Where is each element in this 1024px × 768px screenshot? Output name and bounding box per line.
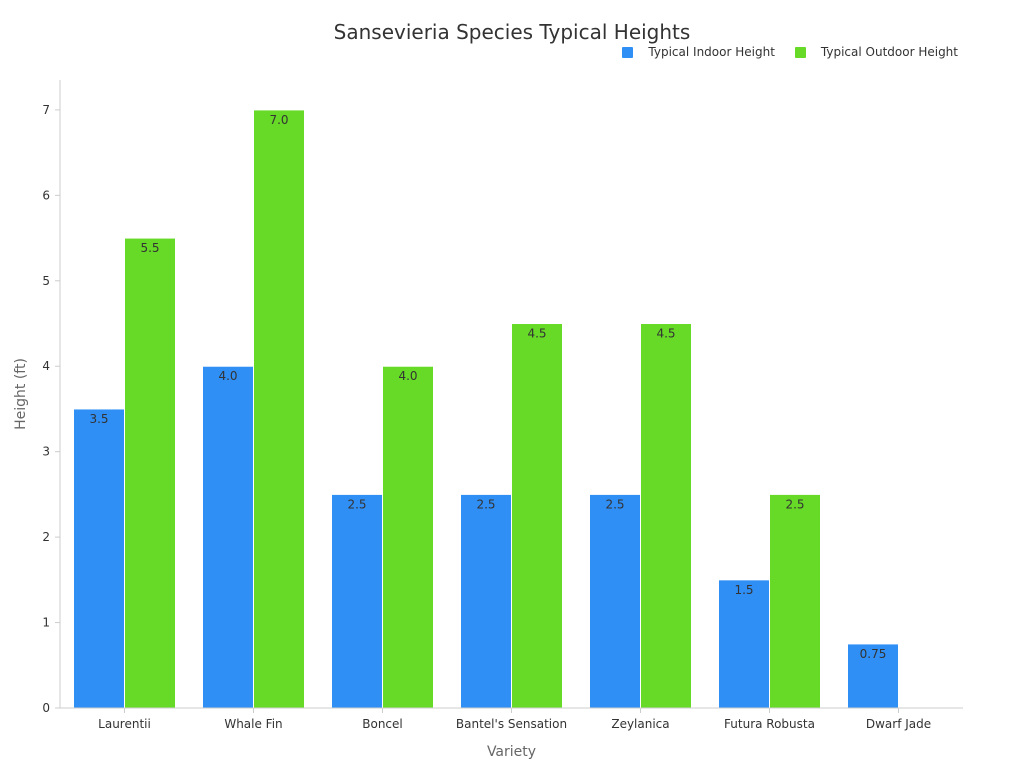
data-label: 2.5 [347, 497, 366, 511]
x-tick-label: Boncel [362, 717, 403, 731]
legend: Typical Indoor Height Typical Outdoor He… [602, 45, 958, 59]
x-tick-label: Bantel's Sensation [456, 717, 567, 731]
y-tick-label: 0 [42, 701, 50, 715]
legend-swatch-indoor [622, 46, 634, 58]
legend-item-indoor[interactable]: Typical Indoor Height [622, 45, 775, 59]
bar-outdoor-1[interactable] [253, 109, 305, 709]
bar-outdoor-4[interactable] [640, 323, 692, 709]
x-tick-label: Whale Fin [224, 717, 282, 731]
bar-outdoor-2[interactable] [382, 365, 434, 709]
data-label: 5.5 [140, 241, 159, 255]
x-tick-label: Futura Robusta [724, 717, 815, 731]
data-label: 3.5 [89, 412, 108, 426]
y-tick-label: 5 [42, 274, 50, 288]
data-label: 2.5 [785, 497, 804, 511]
x-tick-label: Dwarf Jade [866, 717, 931, 731]
data-label: 4.0 [398, 369, 417, 383]
data-label: 4.5 [527, 327, 546, 341]
data-label: 1.5 [734, 583, 753, 597]
y-tick-label: 1 [42, 616, 50, 630]
bar-outdoor-3[interactable] [511, 323, 563, 709]
y-tick-label: 6 [42, 188, 50, 202]
y-axis-title: Height (ft) [13, 358, 29, 430]
data-label: 7.0 [269, 113, 288, 127]
bar-outdoor-5[interactable] [769, 493, 821, 709]
y-tick-label: 7 [42, 103, 50, 117]
y-tick-label: 3 [42, 445, 50, 459]
legend-label-indoor: Typical Indoor Height [648, 45, 775, 59]
legend-swatch-outdoor [794, 46, 806, 58]
y-tick-label: 4 [42, 359, 50, 373]
data-label: 0.75 [860, 647, 887, 661]
bar-indoor-0[interactable] [73, 408, 125, 709]
data-label: 2.5 [476, 497, 495, 511]
data-label: 2.5 [605, 497, 624, 511]
y-tick-label: 2 [42, 530, 50, 544]
bar-outdoor-0[interactable] [124, 237, 176, 709]
legend-item-outdoor[interactable]: Typical Outdoor Height [794, 45, 958, 59]
x-tick-label: Laurentii [98, 717, 151, 731]
x-tick-label: Zeylanica [611, 717, 669, 731]
bar-indoor-3[interactable] [460, 493, 512, 709]
data-label: 4.0 [218, 369, 237, 383]
bar-indoor-4[interactable] [589, 493, 641, 709]
legend-label-outdoor: Typical Outdoor Height [820, 45, 958, 59]
bar-indoor-1[interactable] [202, 365, 254, 709]
bar-indoor-2[interactable] [331, 493, 383, 709]
bar-indoor-5[interactable] [718, 579, 770, 709]
x-axis-title: Variety [487, 744, 536, 760]
data-label: 4.5 [656, 327, 675, 341]
chart-title: Sansevieria Species Typical Heights [333, 20, 691, 44]
